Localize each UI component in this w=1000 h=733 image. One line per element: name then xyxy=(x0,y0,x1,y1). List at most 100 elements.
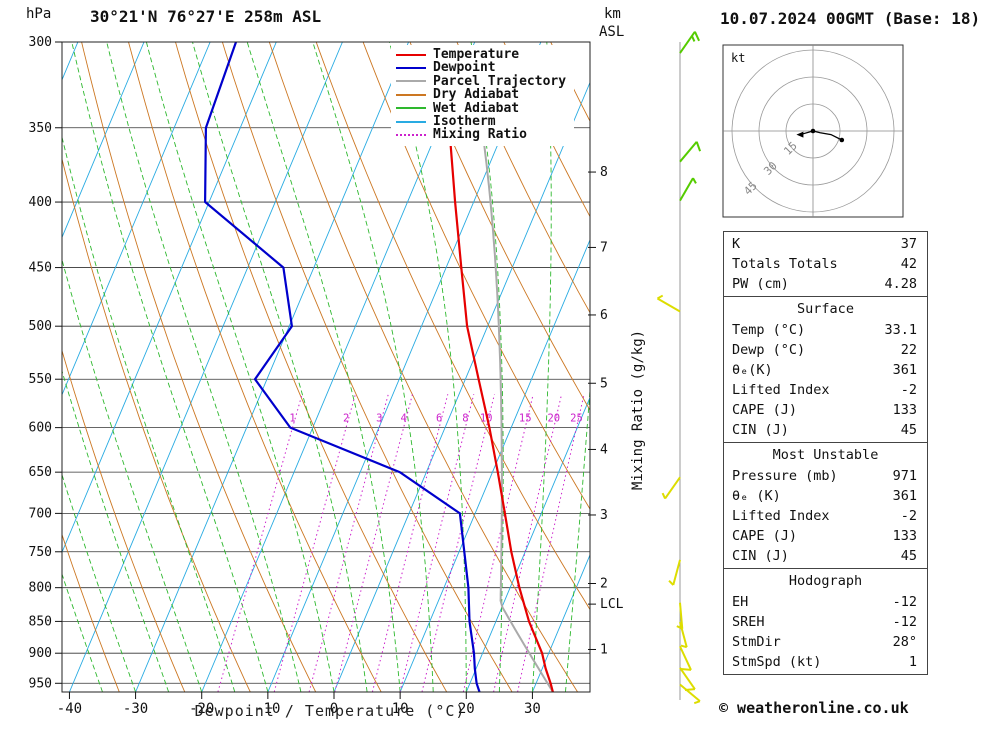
stat-value: 971 xyxy=(892,468,917,484)
stat-value: 4.28 xyxy=(884,276,917,292)
stat-label: CIN (J) xyxy=(732,422,789,438)
hodograph-ring xyxy=(731,49,895,213)
stat-label: CAPE (J) xyxy=(732,402,798,418)
wind-barb-column xyxy=(656,31,702,705)
svg-text:25: 25 xyxy=(570,413,583,425)
stat-row: CIN (J) 45 xyxy=(724,420,927,440)
wind-barb xyxy=(679,31,700,54)
stat-row: Dewp (°C) 22 xyxy=(724,340,927,360)
pressure-tick-label: 600 xyxy=(29,421,52,436)
legend-label: Mixing Ratio xyxy=(433,127,527,143)
temperature-line xyxy=(448,127,554,692)
stat-row: CIN (J) 45 xyxy=(724,546,927,566)
dewpoint-line xyxy=(203,42,481,692)
legend-swatch-temperature xyxy=(396,53,426,56)
legend-label: Isotherm xyxy=(433,113,496,129)
km-axis: 1 2 3 4 5 6 7 8 LCL xyxy=(588,165,624,657)
legend-item: Wet Adiabat xyxy=(396,100,566,116)
stat-value: 37 xyxy=(900,236,917,252)
stat-label: StmDir xyxy=(732,634,781,650)
km-tick-label: 8 xyxy=(600,165,608,180)
pressure-tick-label: 300 xyxy=(29,35,52,50)
stat-value: -2 xyxy=(900,508,917,524)
temp-tick-label: 30 xyxy=(524,701,541,717)
stat-label: Lifted Index xyxy=(732,382,830,398)
legend-label: Wet Adiabat xyxy=(433,100,520,116)
temp-tick-label: -10 xyxy=(255,701,280,717)
stat-label: SREH xyxy=(732,614,765,630)
wind-barb xyxy=(661,476,681,500)
svg-text:3: 3 xyxy=(376,413,382,425)
stats-table-surface: Surface Temp (°C) 33.1 Dewp (°C) 22 θₑ(K) 361 L… xyxy=(723,296,928,443)
svg-text:15: 15 xyxy=(519,413,532,425)
stat-row: Lifted Index -2 xyxy=(724,506,927,526)
pressure-axis-unit: hPa xyxy=(26,6,52,22)
stat-value: 133 xyxy=(892,402,917,418)
temp-tick-label: 20 xyxy=(458,701,475,717)
stat-label: Temp (°C) xyxy=(732,322,806,338)
stat-label: θₑ (K) xyxy=(732,488,781,504)
asl-label: ASL xyxy=(599,24,625,40)
svg-text:6: 6 xyxy=(436,413,442,425)
stat-label: K xyxy=(732,236,741,252)
stat-label: StmSpd (kt) xyxy=(732,654,822,670)
pressure-tick-label: 750 xyxy=(29,545,52,560)
hodograph-ring xyxy=(785,103,841,159)
svg-text:2: 2 xyxy=(343,413,349,425)
mixing-ratio-axis-label: Mixing Ratio (g/kg) xyxy=(630,329,646,491)
pressure-tick-label: 650 xyxy=(29,465,52,480)
km-tick-label: 2 xyxy=(600,576,608,591)
table-header: Hodograph xyxy=(788,573,863,589)
x-axis-label: Dewpoint / Temperature (°C) xyxy=(194,702,466,720)
svg-text:10: 10 xyxy=(480,413,493,425)
hodograph-trace xyxy=(812,130,843,141)
legend-item: Temperature xyxy=(396,48,566,61)
stat-row: StmDir 28° xyxy=(724,632,927,652)
stat-value: 361 xyxy=(892,488,917,504)
svg-text:4: 4 xyxy=(400,413,406,425)
dry-adiabat-lines xyxy=(62,42,590,692)
stat-value: 33.1 xyxy=(884,322,917,338)
km-axis-unit: km xyxy=(604,6,621,22)
stat-row: Lifted Index -2 xyxy=(724,380,927,400)
stat-value: 133 xyxy=(892,528,917,544)
pressure-tick-label: 850 xyxy=(29,614,52,629)
stat-value: 22 xyxy=(900,342,917,358)
stat-label: θₑ(K) xyxy=(732,362,773,378)
temp-tick-label: -20 xyxy=(189,701,214,717)
temp-tick-label: -30 xyxy=(123,701,148,717)
stat-row: Pressure (mb) 971 xyxy=(724,466,927,486)
pressure-axis: 300 350 400 450 500 550 600 650 700 750 800 850 900 9… xyxy=(29,35,62,691)
pressure-tick-label: 900 xyxy=(29,646,52,661)
stats-table-hodograph: Hodograph EH -12 SREH -12 StmDir 28° StmSpd (kt… xyxy=(723,568,928,675)
wind-barb xyxy=(656,294,681,313)
stat-row: PW (cm) 4.28 xyxy=(724,274,927,294)
stats-table-indices: K 37 Totals Totals 42 PW (cm) 4.28 xyxy=(723,231,928,297)
mixing-ratio-lines xyxy=(217,394,585,692)
stat-value: 361 xyxy=(892,362,917,378)
parcel-trajectory-line xyxy=(476,93,554,692)
stat-value: 42 xyxy=(900,256,917,272)
stat-label: Totals Totals xyxy=(732,256,838,272)
stat-row: Temp (°C) 33.1 xyxy=(724,320,927,340)
wind-barb xyxy=(668,559,681,586)
pressure-tick-label: 500 xyxy=(29,319,52,334)
stat-label: CIN (J) xyxy=(732,548,789,564)
legend-item: Parcel Trajectory xyxy=(396,74,566,88)
stat-row: θₑ (K) 361 xyxy=(724,486,927,506)
wind-barb xyxy=(679,141,702,163)
stat-row: CAPE (J) 133 xyxy=(724,400,927,420)
km-tick-label: 6 xyxy=(600,308,608,323)
wet-adiabat-lines xyxy=(62,42,590,692)
plot-border xyxy=(61,41,591,693)
hodograph-unit-label: kt xyxy=(731,51,745,65)
wind-barb xyxy=(679,645,692,671)
copyright: © weatheronline.co.uk xyxy=(719,699,909,717)
table-header: Surface xyxy=(797,301,854,317)
legend-label: Dewpoint xyxy=(433,60,496,76)
legend-swatch-dry-adiabat xyxy=(396,93,426,96)
table-header: Most Unstable xyxy=(772,447,879,463)
temperature-axis: -40 -30 -20 -10 0 10 20 30 xyxy=(57,692,541,717)
hodograph-ring xyxy=(758,76,868,186)
